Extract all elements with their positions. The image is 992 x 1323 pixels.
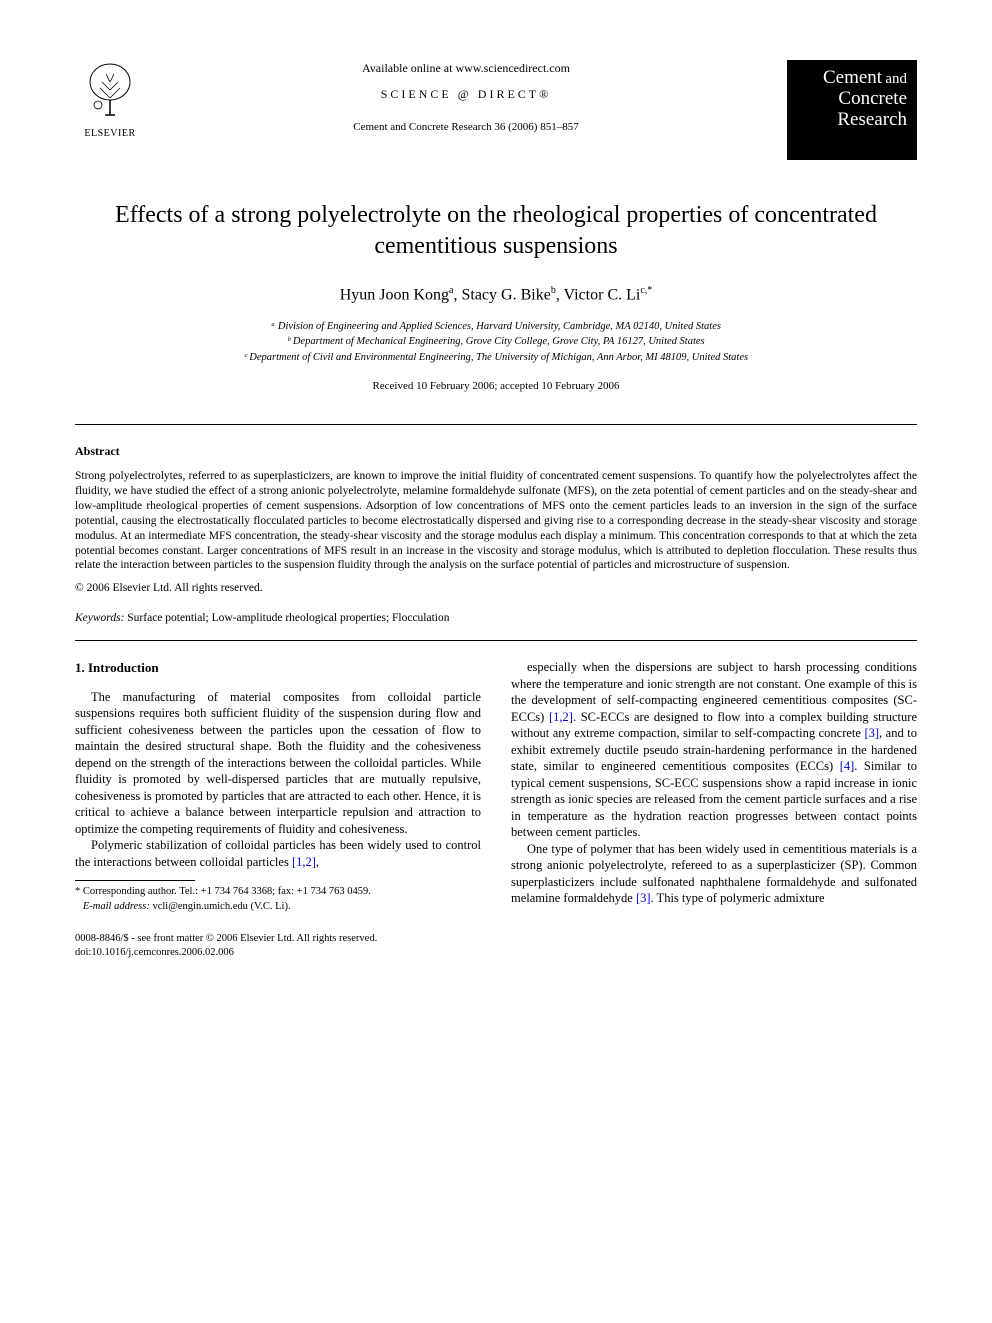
p2-pre: Polymeric stabilization of colloidal par… bbox=[75, 838, 481, 869]
footnote-separator bbox=[75, 880, 195, 881]
keywords: Keywords: Surface potential; Low-amplitu… bbox=[75, 611, 917, 627]
journal-logo-line1: Cement bbox=[823, 67, 882, 88]
keywords-text: Surface potential; Low-amplitude rheolog… bbox=[127, 612, 449, 624]
footer-left: 0008-8846/$ - see front matter © 2006 El… bbox=[75, 932, 479, 960]
journal-logo: Cement and Concrete Research bbox=[787, 60, 917, 160]
email-who: (V.C. Li). bbox=[251, 901, 291, 912]
author-2: Stacy G. Bike bbox=[461, 287, 550, 304]
footer-doi: doi:10.1016/j.cemconres.2006.02.006 bbox=[75, 946, 479, 960]
ref-link-3-b[interactable]: [3] bbox=[636, 891, 651, 905]
ref-link-4[interactable]: [4] bbox=[840, 759, 855, 773]
abstract-copyright: © 2006 Elsevier Ltd. All rights reserved… bbox=[75, 581, 917, 597]
divider-top bbox=[75, 424, 917, 425]
section-1-p4: One type of polymer that has been widely… bbox=[511, 841, 917, 907]
ref-link-1-2-a[interactable]: [1,2] bbox=[292, 855, 316, 869]
journal-logo-line2: Concrete bbox=[797, 89, 907, 110]
article-title: Effects of a strong polyelectrolyte on t… bbox=[75, 200, 917, 262]
affiliation-a: ᵃ Division of Engineering and Applied Sc… bbox=[75, 320, 917, 334]
section-1-heading: 1. Introduction bbox=[75, 659, 481, 676]
elsevier-logo: ELSEVIER bbox=[75, 60, 145, 140]
footer-copyright: 0008-8846/$ - see front matter © 2006 El… bbox=[75, 932, 479, 946]
email-label: E-mail address: bbox=[83, 901, 150, 912]
section-1-p1: The manufacturing of material composites… bbox=[75, 689, 481, 838]
elsevier-name: ELSEVIER bbox=[75, 127, 145, 141]
keywords-label: Keywords: bbox=[75, 612, 124, 624]
email-address[interactable]: vcli@engin.umich.edu bbox=[152, 901, 247, 912]
header-center: Available online at www.sciencedirect.co… bbox=[145, 60, 787, 135]
author-3-mark: c,* bbox=[640, 285, 652, 296]
ref-link-3-a[interactable]: [3] bbox=[864, 726, 879, 740]
abstract-body: Strong polyelectrolytes, referred to as … bbox=[75, 469, 917, 574]
author-1: Hyun Joon Kong bbox=[340, 287, 449, 304]
sciencedirect-logo-text: SCIENCE @ DIRECT® bbox=[165, 86, 767, 102]
corresponding-author-footnote: * Corresponding author. Tel.: +1 734 764… bbox=[75, 885, 481, 899]
divider-bottom bbox=[75, 640, 917, 641]
author-3: Victor C. Li bbox=[564, 287, 641, 304]
p4-end: . This type of polymeric admixture bbox=[651, 891, 825, 905]
received-dates: Received 10 February 2006; accepted 10 F… bbox=[75, 379, 917, 394]
authors-line: Hyun Joon Konga, Stacy G. Bikeb, Victor … bbox=[75, 284, 917, 306]
section-1-p2: Polymeric stabilization of colloidal par… bbox=[75, 837, 481, 870]
affiliations: ᵃ Division of Engineering and Applied Sc… bbox=[75, 320, 917, 365]
abstract-heading: Abstract bbox=[75, 443, 917, 459]
affiliation-c: ᶜ Department of Civil and Environmental … bbox=[75, 351, 917, 365]
p2-post: , bbox=[316, 855, 319, 869]
author-1-mark: a bbox=[449, 285, 453, 296]
email-footnote: E-mail address: vcli@engin.umich.edu (V.… bbox=[75, 900, 481, 914]
ref-link-1-2-b[interactable]: [1,2] bbox=[549, 710, 573, 724]
body-columns: 1. Introduction The manufacturing of mat… bbox=[75, 659, 917, 913]
available-online-text: Available online at www.sciencedirect.co… bbox=[165, 60, 767, 76]
section-1-p3: especially when the dispersions are subj… bbox=[511, 659, 917, 841]
journal-logo-line1-small: and bbox=[885, 71, 907, 87]
author-2-mark: b bbox=[551, 285, 556, 296]
affiliation-b: ᵇ Department of Mechanical Engineering, … bbox=[75, 335, 917, 349]
page-footer: 0008-8846/$ - see front matter © 2006 El… bbox=[75, 932, 917, 960]
journal-logo-line3: Research bbox=[797, 110, 907, 131]
journal-reference: Cement and Concrete Research 36 (2006) 8… bbox=[165, 120, 767, 135]
page-header: ELSEVIER Available online at www.science… bbox=[75, 60, 917, 160]
elsevier-tree-icon bbox=[80, 60, 140, 120]
